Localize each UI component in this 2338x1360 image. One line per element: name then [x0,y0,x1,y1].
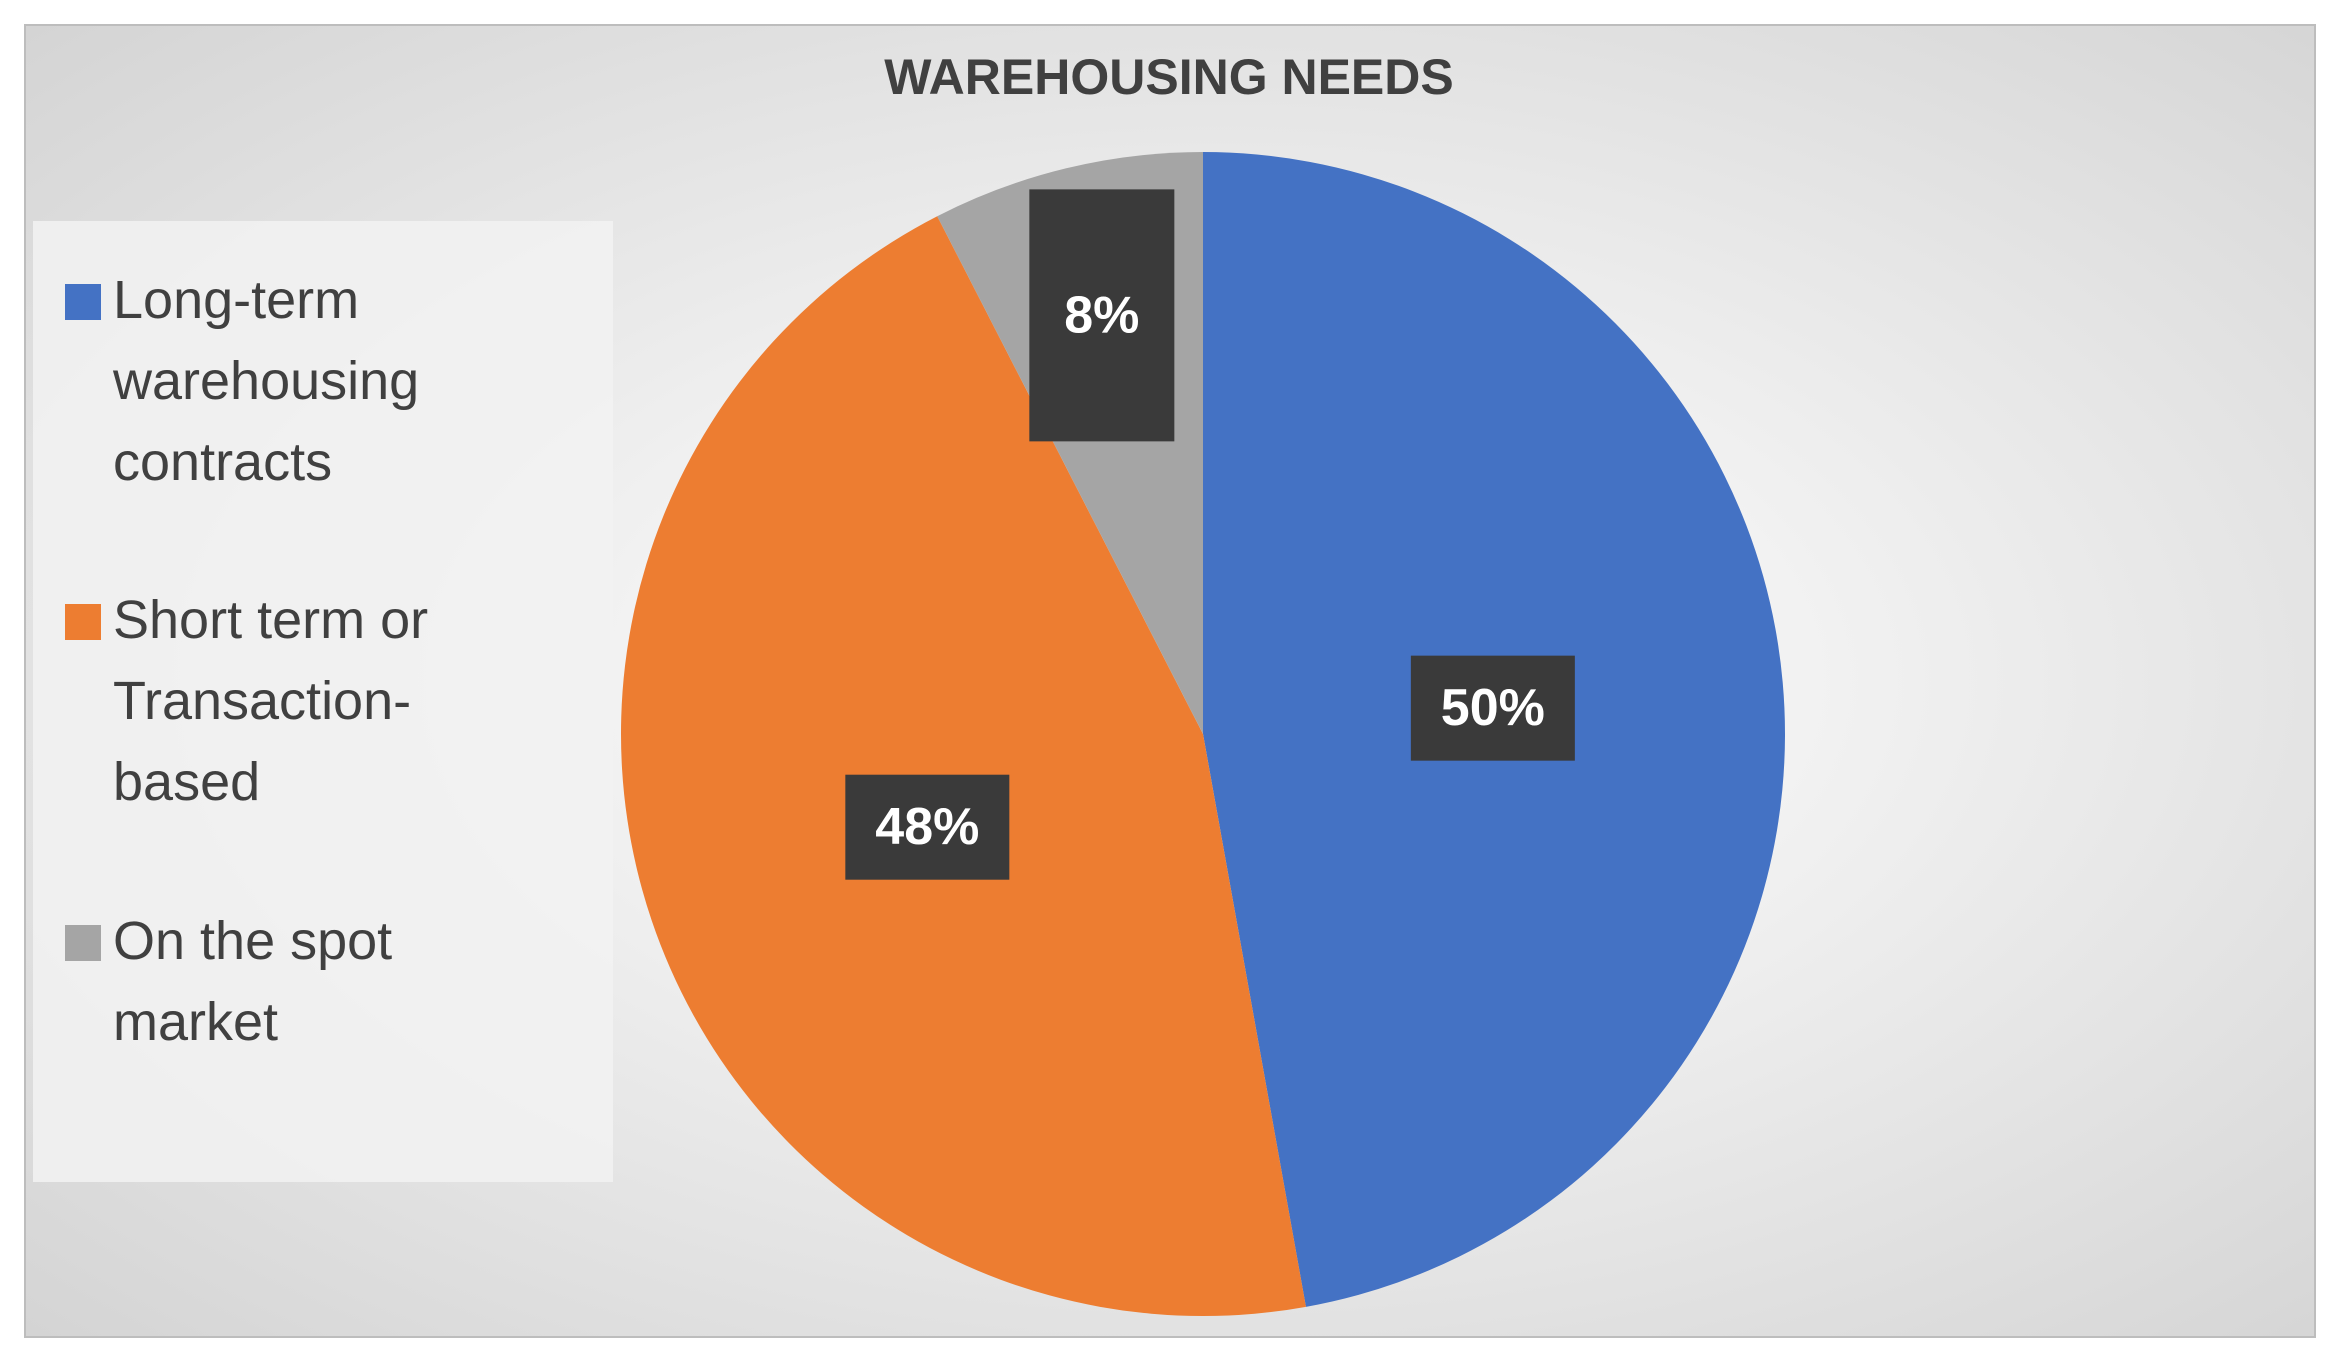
legend-label: Long-term warehousing contracts [113,270,420,492]
chart-title: WAREHOUSING NEEDS [884,49,1454,105]
legend-entry: On the spot market [65,901,533,1063]
legend-entry: Short term or Transaction-based [65,580,533,823]
data-label-box [1029,189,1175,442]
data-label: 8% [1064,286,1139,344]
data-label-box [845,774,1010,880]
legend-swatch [65,604,101,640]
data-label: 48% [875,798,979,856]
legend-entry: Long-term warehousing contracts [65,260,533,503]
data-label-box [1410,655,1575,761]
legend-label: On the spot market [113,911,393,1052]
data-label: 50% [1441,679,1545,737]
legend-swatch [65,925,101,961]
legend-swatch [65,284,101,320]
legend: Long-term warehousing contracts Short ter… [33,221,613,1182]
legend-label: Short term or Transaction-based [113,590,429,812]
pie-slice [620,216,1306,1316]
